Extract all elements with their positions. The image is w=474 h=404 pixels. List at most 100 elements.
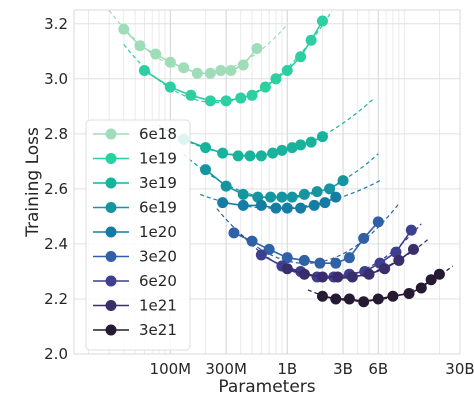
data-point-3e19 — [276, 144, 288, 156]
legend-marker — [105, 324, 117, 336]
data-point-6e19 — [286, 191, 298, 203]
data-points — [118, 15, 445, 308]
legend: 6e18 1e19 3e19 6e19 1e20 3e20 6e20 1e21 3e21 — [85, 119, 191, 351]
y-axis-title: Training Loss — [23, 127, 43, 238]
data-point-3e19 — [267, 147, 279, 159]
legend-marker — [105, 300, 117, 311]
data-point-1e19 — [204, 95, 216, 107]
data-point-6e19 — [265, 191, 277, 203]
data-point-6e18 — [215, 65, 227, 77]
data-point-1e21 — [407, 243, 419, 255]
data-point-6e19 — [220, 180, 232, 192]
data-point-3e20 — [246, 235, 258, 247]
data-point-1e20 — [295, 202, 307, 214]
data-point-3e21 — [343, 293, 355, 305]
data-point-1e19 — [220, 95, 232, 107]
data-point-1e20 — [319, 197, 331, 209]
data-point-1e21 — [393, 254, 405, 266]
x-tick-label: 1B — [277, 360, 297, 378]
data-point-6e20 — [255, 249, 267, 261]
data-point-3e20 — [330, 257, 342, 269]
data-point-3e19 — [295, 139, 307, 151]
data-point-6e18 — [178, 62, 190, 74]
data-point-3e20 — [263, 243, 275, 255]
data-point-3e19 — [232, 150, 244, 162]
data-point-6e19 — [237, 188, 249, 200]
data-point-6e19 — [298, 188, 310, 200]
data-point-1e20 — [217, 197, 229, 209]
x-tick-label: 6B — [368, 360, 388, 378]
data-point-1e21 — [346, 271, 358, 283]
data-point-6e18 — [164, 56, 176, 68]
plot-frame — [73, 9, 461, 355]
data-point-3e21 — [403, 287, 415, 299]
y-tick-label: 2.0 — [44, 345, 68, 363]
series-line-3e20 — [233, 221, 379, 264]
data-point-3e20 — [228, 227, 240, 239]
data-point-1e19 — [270, 73, 282, 85]
data-point-3e19 — [244, 150, 256, 162]
legend-label: 3e20 — [139, 248, 177, 266]
data-point-6e19 — [337, 175, 349, 187]
data-point-6e18 — [150, 48, 162, 60]
data-point-6e18 — [251, 43, 263, 55]
data-point-3e19 — [286, 142, 298, 154]
data-point-3e21 — [415, 282, 427, 294]
legend-label: 1e21 — [139, 297, 177, 315]
legend-box — [85, 119, 191, 351]
data-point-1e19 — [185, 89, 197, 101]
data-point-3e21 — [330, 293, 342, 305]
legend-marker — [105, 275, 117, 287]
data-point-6e19 — [200, 164, 212, 176]
data-point-3e20 — [358, 232, 370, 244]
data-point-6e18 — [134, 40, 146, 52]
data-point-6e18 — [237, 59, 249, 71]
y-tick-label: 2.6 — [44, 180, 68, 198]
data-point-1e21 — [363, 268, 375, 280]
legend-marker — [105, 251, 117, 262]
y-tick-label: 3.0 — [44, 70, 68, 88]
data-point-6e18 — [225, 65, 237, 77]
legend-label: 6e20 — [139, 272, 177, 290]
legend-label: 1e19 — [139, 150, 177, 168]
data-point-3e19 — [316, 131, 328, 143]
legend-label: 3e21 — [139, 321, 177, 339]
data-point-1e19 — [246, 89, 258, 101]
legend-marker — [105, 128, 117, 140]
data-point-6e19 — [324, 183, 336, 195]
data-point-1e21 — [281, 263, 293, 275]
data-point-1e19 — [164, 81, 176, 93]
data-point-6e18 — [191, 67, 203, 79]
legend-marker — [105, 226, 117, 238]
data-point-1e20 — [308, 199, 320, 211]
data-point-1e19 — [316, 15, 328, 27]
legend-label: 6e19 — [139, 199, 177, 217]
data-point-1e20 — [281, 202, 293, 214]
legend-marker — [105, 202, 117, 213]
series-line-3e21 — [322, 273, 440, 303]
legend-label: 1e20 — [139, 223, 177, 241]
data-point-6e20 — [390, 246, 402, 258]
x-tick-label: 3B — [333, 360, 353, 378]
data-point-3e20 — [343, 252, 355, 264]
x-tick-label: 100M — [150, 360, 192, 378]
data-point-1e21 — [316, 271, 328, 283]
data-point-3e19 — [255, 150, 267, 162]
data-point-3e20 — [372, 216, 384, 228]
data-point-3e20 — [281, 252, 293, 264]
x-tick-labels: 100M 300M 1B 3B 6B 30B — [150, 360, 474, 378]
data-point-1e19 — [259, 81, 271, 93]
data-point-6e18 — [118, 23, 130, 35]
data-point-1e19 — [138, 65, 150, 77]
data-point-3e21 — [433, 268, 445, 280]
data-point-1e20 — [330, 191, 342, 203]
data-point-3e19 — [200, 142, 212, 154]
x-axis-title: Parameters — [218, 377, 315, 397]
data-point-6e19 — [311, 186, 323, 198]
data-point-1e20 — [237, 199, 249, 211]
data-point-3e19 — [305, 136, 317, 148]
data-point-3e20 — [298, 254, 310, 266]
data-point-3e21 — [425, 274, 437, 286]
data-point-1e21 — [298, 268, 310, 280]
data-point-1e20 — [255, 199, 267, 211]
